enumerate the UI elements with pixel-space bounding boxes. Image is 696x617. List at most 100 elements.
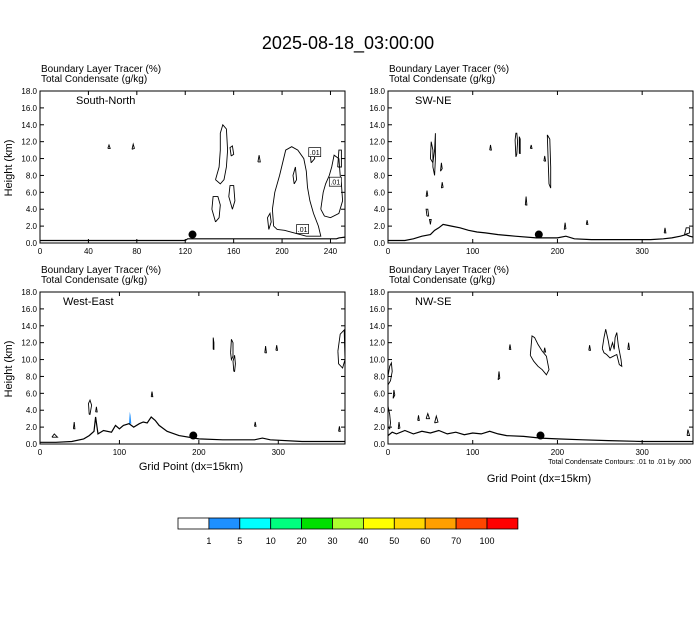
- x-tick-label: 160: [227, 247, 241, 256]
- x-tick-label: 240: [324, 247, 338, 256]
- condensate-contour: [131, 142, 135, 150]
- terrain-line: [387, 429, 693, 443]
- condensate-contour: [211, 196, 221, 223]
- x-axis-label: Grid Point (dx=15km): [487, 473, 591, 485]
- condensate-contour: [72, 421, 76, 430]
- condensate-contour: [387, 405, 391, 430]
- colorbar-swatch: [486, 517, 519, 530]
- condensate-contour: [228, 185, 236, 210]
- y-tick-label: 8.0: [26, 372, 38, 381]
- colorbar-label: 1: [206, 536, 211, 546]
- condensate-contour: [563, 222, 567, 230]
- y-tick-label: 2.0: [26, 423, 38, 432]
- y-tick-label: 12.0: [21, 138, 37, 147]
- condensate-contour: [95, 406, 98, 413]
- condensate-contour: [684, 227, 691, 236]
- plot-frame: [387, 291, 694, 445]
- panel-west-east: Boundary Layer Tracer (%) Total Condensa…: [3, 265, 346, 473]
- condensate-contour: [508, 344, 512, 350]
- condensate-contour: [546, 134, 552, 189]
- condensate-contour: [440, 162, 443, 172]
- x-tick-label: 120: [179, 247, 193, 256]
- panel-title: NW-SE: [415, 296, 451, 308]
- y-tick-label: 10.0: [21, 155, 37, 164]
- y-tick-label: 16.0: [21, 104, 37, 113]
- condensate-contour: [497, 371, 501, 381]
- location-marker: [536, 431, 545, 440]
- condensate-contour: [585, 220, 589, 225]
- colorbar-swatch: [332, 517, 364, 530]
- colorbar-swatch: [177, 517, 210, 530]
- x-tick-label: 200: [275, 247, 289, 256]
- y-tick-label: 18.0: [21, 288, 37, 297]
- terrain-line: [388, 223, 694, 242]
- y-tick-label: 12.0: [369, 339, 385, 348]
- colorbar-swatch: [362, 517, 395, 530]
- x-tick-label: 40: [84, 247, 93, 256]
- y-tick-label: 18.0: [369, 87, 385, 96]
- condensate-contour: [212, 337, 215, 350]
- location-marker: [189, 431, 198, 440]
- x-tick-label: 0: [386, 448, 391, 457]
- condensate-contour: [51, 433, 59, 438]
- colorbar-swatch: [270, 517, 303, 530]
- panel-title: South-North: [76, 95, 135, 107]
- x-tick-label: 100: [466, 448, 480, 457]
- condensate-contour: [489, 144, 492, 151]
- y-tick-label: 18.0: [21, 87, 37, 96]
- condensate-contour: [543, 155, 547, 162]
- y-tick-label: 4.0: [26, 205, 38, 214]
- panel-header-line-2: Total Condensate (g/kg): [41, 275, 147, 286]
- condensate-contour: [107, 143, 111, 149]
- colorbar-label: 30: [327, 536, 337, 546]
- x-tick-label: 200: [551, 247, 565, 256]
- x-tick-label: 0: [38, 247, 43, 256]
- y-tick-label: 10.0: [369, 155, 385, 164]
- condensate-contour: [292, 166, 298, 185]
- y-tick-label: 2.0: [374, 222, 386, 231]
- x-tick-label: 200: [551, 448, 565, 457]
- condensate-contour: [397, 421, 401, 430]
- plot-frame: [387, 90, 694, 244]
- x-tick-label: 100: [113, 448, 127, 457]
- y-tick-label: 8.0: [374, 171, 386, 180]
- contour-label-box: [296, 224, 309, 234]
- plot-frame: [39, 90, 346, 244]
- contour-label: .01: [298, 227, 308, 234]
- colorbar-swatch: [301, 517, 333, 530]
- y-tick-label: 16.0: [369, 104, 385, 113]
- condensate-contour: [543, 347, 547, 353]
- colorbar-label: 70: [451, 536, 461, 546]
- x-tick-label: 0: [386, 247, 391, 256]
- colorbar-label: 5: [237, 536, 242, 546]
- panel-header-line-1: Boundary Layer Tracer (%): [41, 64, 161, 75]
- y-tick-label: 12.0: [369, 138, 385, 147]
- colorbar-swatch: [393, 517, 426, 530]
- colorbar-swatch: [239, 517, 272, 530]
- condensate-contour: [429, 133, 436, 176]
- y-tick-label: 14.0: [369, 121, 385, 130]
- condensate-contour: [88, 398, 93, 415]
- condensate-contour: [425, 208, 430, 217]
- panel-header-line-2: Total Condensate (g/kg): [41, 74, 147, 85]
- condensate-contour: [529, 144, 533, 149]
- y-tick-label: 6.0: [26, 389, 38, 398]
- y-tick-label: 2.0: [374, 423, 386, 432]
- y-tick-label: 4.0: [374, 205, 386, 214]
- condensate-contour: [232, 355, 236, 372]
- contour-note: Total Condensate Contours: .01 to .01 by…: [548, 459, 691, 466]
- contour-label-box: [308, 147, 322, 157]
- condensate-contour: [338, 426, 341, 432]
- condensate-contour: [337, 328, 346, 369]
- colorbar-label: 10: [266, 536, 276, 546]
- condensate-contour: [686, 429, 691, 437]
- contour-label: .01: [330, 180, 340, 187]
- y-tick-label: 6.0: [374, 389, 386, 398]
- x-tick-label: 0: [38, 448, 43, 457]
- panel-header-line-1: Boundary Layer Tracer (%): [389, 265, 509, 276]
- condensate-contour: [601, 329, 623, 368]
- y-tick-label: 0.0: [26, 239, 38, 248]
- condensate-contour: [150, 391, 154, 398]
- y-tick-label: 18.0: [369, 288, 385, 297]
